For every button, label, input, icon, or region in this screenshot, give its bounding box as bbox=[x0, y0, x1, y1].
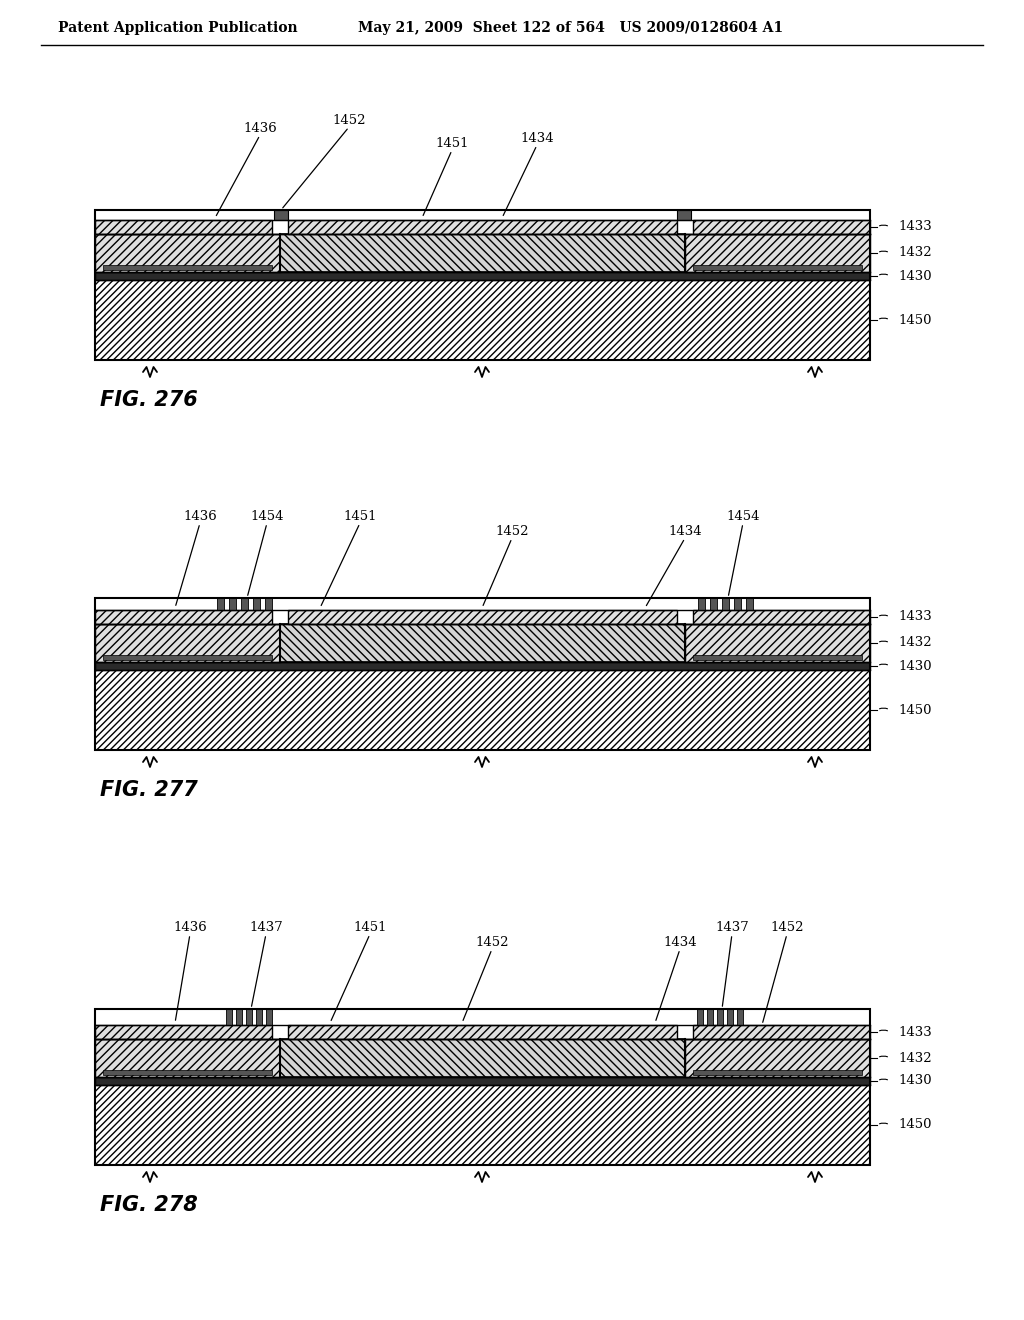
Bar bbox=[280, 1039, 685, 1077]
Bar bbox=[717, 1008, 723, 1026]
Bar bbox=[693, 220, 870, 234]
Bar bbox=[265, 598, 272, 610]
Text: 1450: 1450 bbox=[898, 1118, 932, 1131]
Bar bbox=[288, 610, 677, 624]
Bar bbox=[95, 624, 280, 663]
Bar bbox=[288, 1026, 677, 1039]
Text: 1452: 1452 bbox=[332, 114, 366, 127]
Text: 1454: 1454 bbox=[250, 510, 284, 523]
Text: 1452: 1452 bbox=[475, 936, 509, 949]
Text: 1432: 1432 bbox=[898, 1052, 932, 1064]
Bar bbox=[693, 1071, 862, 1074]
Text: May 21, 2009  Sheet 122 of 564   US 2009/0128604 A1: May 21, 2009 Sheet 122 of 564 US 2009/01… bbox=[358, 21, 783, 36]
Bar bbox=[698, 598, 705, 610]
Bar bbox=[95, 1039, 280, 1077]
Text: 1434: 1434 bbox=[664, 936, 696, 949]
Bar bbox=[95, 234, 280, 272]
Bar bbox=[95, 272, 870, 280]
Text: 1434: 1434 bbox=[520, 132, 554, 145]
Bar bbox=[707, 1008, 713, 1026]
Bar bbox=[95, 598, 870, 750]
Bar bbox=[226, 1008, 232, 1026]
Bar bbox=[697, 1008, 703, 1026]
Bar bbox=[103, 655, 272, 660]
Text: 1430: 1430 bbox=[898, 660, 932, 672]
Text: 1451: 1451 bbox=[343, 510, 377, 523]
Bar bbox=[274, 210, 288, 220]
Bar bbox=[734, 598, 741, 610]
Bar bbox=[288, 220, 677, 234]
Bar bbox=[746, 598, 753, 610]
Bar bbox=[95, 280, 870, 360]
Text: 1454: 1454 bbox=[726, 510, 760, 523]
Text: 1434: 1434 bbox=[669, 525, 701, 539]
Text: 1436: 1436 bbox=[243, 121, 276, 135]
Bar bbox=[95, 1008, 870, 1166]
Text: 1436: 1436 bbox=[183, 510, 217, 523]
Text: 1432: 1432 bbox=[898, 247, 932, 260]
Bar bbox=[95, 671, 870, 750]
Bar bbox=[693, 265, 862, 271]
Bar bbox=[280, 234, 685, 272]
Text: 1451: 1451 bbox=[435, 137, 469, 150]
Text: 1452: 1452 bbox=[496, 525, 528, 539]
Text: 1430: 1430 bbox=[898, 1074, 932, 1088]
Bar bbox=[95, 1026, 272, 1039]
Text: 1433: 1433 bbox=[898, 220, 932, 234]
Text: 1437: 1437 bbox=[715, 921, 749, 935]
Text: 1437: 1437 bbox=[249, 921, 283, 935]
Text: 1433: 1433 bbox=[898, 610, 932, 623]
Bar bbox=[256, 1008, 262, 1026]
Text: 1452: 1452 bbox=[770, 921, 804, 935]
Bar bbox=[217, 598, 224, 610]
Bar bbox=[95, 663, 870, 671]
Bar bbox=[95, 210, 870, 360]
Bar bbox=[693, 655, 862, 660]
Bar bbox=[229, 598, 236, 610]
Text: 1450: 1450 bbox=[898, 704, 932, 717]
Bar bbox=[95, 220, 272, 234]
Text: 1451: 1451 bbox=[353, 921, 387, 935]
Bar bbox=[685, 624, 870, 663]
Bar bbox=[246, 1008, 252, 1026]
Bar bbox=[693, 1026, 870, 1039]
Bar bbox=[280, 624, 685, 663]
Bar bbox=[737, 1008, 743, 1026]
Bar bbox=[710, 598, 717, 610]
Bar bbox=[253, 598, 260, 610]
Bar bbox=[722, 598, 729, 610]
Bar bbox=[103, 1071, 272, 1074]
Bar bbox=[95, 1085, 870, 1166]
Bar bbox=[727, 1008, 733, 1026]
Text: 1436: 1436 bbox=[173, 921, 207, 935]
Bar bbox=[677, 210, 691, 220]
Bar bbox=[103, 265, 272, 271]
Text: 1432: 1432 bbox=[898, 636, 932, 649]
Bar bbox=[685, 1039, 870, 1077]
Bar bbox=[266, 1008, 272, 1026]
Bar bbox=[241, 598, 248, 610]
Text: 1450: 1450 bbox=[898, 314, 932, 326]
Text: FIG. 276: FIG. 276 bbox=[100, 389, 198, 411]
Bar bbox=[685, 234, 870, 272]
Bar bbox=[95, 1077, 870, 1085]
Text: 1433: 1433 bbox=[898, 1026, 932, 1039]
Bar bbox=[236, 1008, 242, 1026]
Text: 1430: 1430 bbox=[898, 269, 932, 282]
Text: FIG. 277: FIG. 277 bbox=[100, 780, 198, 800]
Text: FIG. 278: FIG. 278 bbox=[100, 1195, 198, 1214]
Text: Patent Application Publication: Patent Application Publication bbox=[58, 21, 298, 36]
Bar bbox=[95, 610, 272, 624]
Bar bbox=[693, 610, 870, 624]
